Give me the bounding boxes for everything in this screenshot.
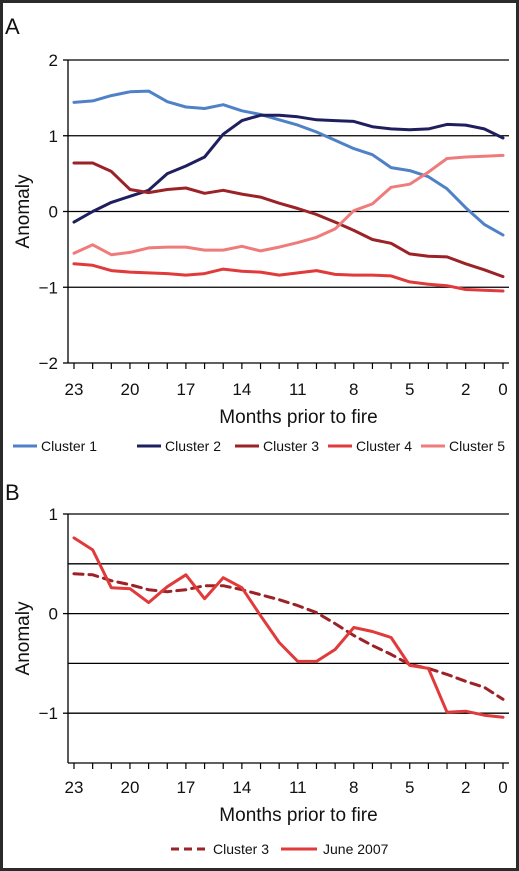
x-axis-title: Months prior to fire <box>219 407 377 428</box>
legend-label: Cluster 4 <box>356 438 412 454</box>
y-tick-label: −2 <box>39 354 58 373</box>
y-axis-title: Anomaly <box>13 174 34 248</box>
x-tick-label: 5 <box>405 380 414 399</box>
x-tick-label: 0 <box>498 778 507 797</box>
panel-letter-a: A <box>5 14 20 39</box>
legend-label: Cluster 1 <box>41 438 97 454</box>
y-tick-label: 2 <box>49 51 58 70</box>
y-tick-label: 1 <box>49 505 58 524</box>
x-tick-label: 17 <box>176 380 195 399</box>
y-tick-label: −1 <box>39 278 58 297</box>
series-line-cluster-5 <box>72 153 505 257</box>
series-line-cluster-3 <box>72 572 505 701</box>
x-tick-label: 5 <box>405 778 414 797</box>
x-tick-label: 23 <box>65 778 84 797</box>
series-line-cluster-3 <box>72 161 505 279</box>
y-tick-label: 0 <box>49 605 58 624</box>
x-tick-label: 8 <box>349 380 358 399</box>
x-tick-label: 17 <box>176 778 195 797</box>
x-tick-label: 23 <box>65 380 84 399</box>
x-tick-label: 20 <box>120 380 139 399</box>
y-tick-label: 0 <box>49 203 58 222</box>
figure-frame: A B −2 −1 0 1 2 23 20 17 14 11 8 5 2 0 Months prior to… <box>3 3 516 868</box>
series-line-cluster-1 <box>72 89 505 237</box>
legend-label: Cluster 3 <box>263 438 319 454</box>
y-axis-title: Anomaly <box>13 601 34 675</box>
x-axis-title: Months prior to fire <box>219 805 377 826</box>
x-tick-label: 2 <box>461 778 470 797</box>
x-tick-label: 20 <box>120 778 139 797</box>
legend-label: Cluster 3 <box>213 841 269 857</box>
panel-letter-b: B <box>5 480 20 505</box>
x-tick-label: 14 <box>232 380 251 399</box>
x-tick-label: 11 <box>289 380 307 399</box>
series-line-june-2007 <box>72 536 505 719</box>
y-tick-label: −1 <box>39 704 58 723</box>
legend-label: Cluster 2 <box>165 438 221 454</box>
x-tick-label: 14 <box>232 778 251 797</box>
legend-label: Cluster 5 <box>449 438 505 454</box>
x-tick-label: 2 <box>461 380 470 399</box>
legend-label: June 2007 <box>323 841 389 857</box>
x-tick-label: 0 <box>498 380 507 399</box>
x-tick-label: 11 <box>289 778 307 797</box>
series-line-cluster-4 <box>72 262 505 293</box>
y-tick-label: 1 <box>49 127 58 146</box>
x-tick-label: 8 <box>349 778 358 797</box>
